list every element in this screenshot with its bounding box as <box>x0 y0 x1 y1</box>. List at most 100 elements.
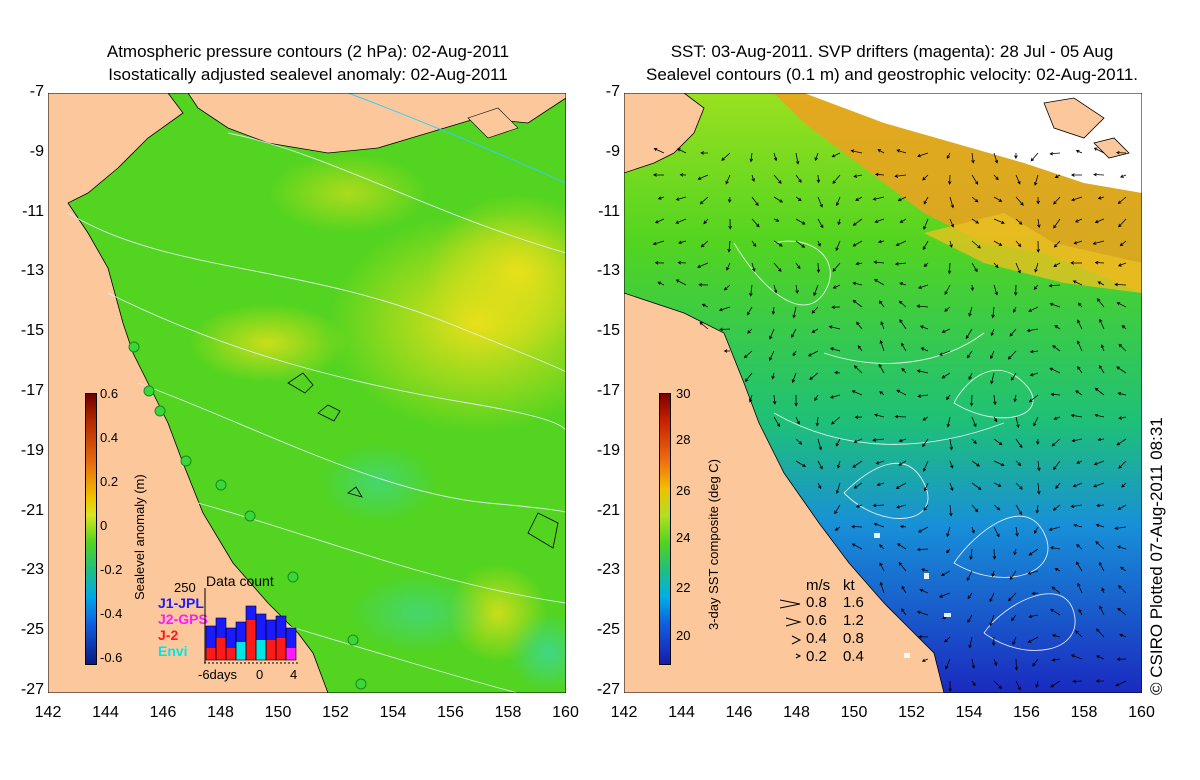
legend-row-kt: 0.4 <box>843 648 864 665</box>
velocity-arrow <box>700 240 709 248</box>
lon-tick-label: 144 <box>92 704 119 721</box>
velocity-arrow <box>1048 526 1061 531</box>
velocity-arrow <box>1114 526 1127 530</box>
velocity-arrow <box>1070 654 1083 660</box>
velocity-arrow <box>971 240 981 249</box>
velocity-arrow <box>701 303 709 308</box>
velocity-arrow <box>1076 561 1083 572</box>
velocity-arrow <box>727 196 732 204</box>
velocity-arrow <box>1028 306 1039 312</box>
velocity-arrow <box>990 372 995 385</box>
velocity-arrow <box>1036 196 1040 205</box>
velocity-arrow <box>1121 482 1127 488</box>
velocity-arrow <box>922 174 929 181</box>
lon-tick-label: 148 <box>207 704 234 721</box>
velocity-arrow <box>949 196 954 209</box>
velocity-arrow <box>1050 608 1061 616</box>
left-cb-tick: -0.4 <box>100 606 123 621</box>
velocity-arrow <box>1100 344 1105 352</box>
velocity-arrow <box>853 174 863 178</box>
velocity-arrow <box>993 526 1000 538</box>
velocity-arrow <box>795 416 800 425</box>
velocity-arrow <box>1034 174 1039 186</box>
velocity-arrow <box>699 321 709 330</box>
velocity-arrow <box>1099 605 1105 616</box>
velocity-arrow <box>855 504 863 508</box>
velocity-arrow <box>989 614 995 627</box>
velocity-arrow <box>1052 345 1061 352</box>
velocity-arrow <box>1050 680 1061 688</box>
velocity-arrow <box>835 240 841 252</box>
velocity-arrow <box>697 262 709 268</box>
velocity-arrow <box>894 262 907 266</box>
velocity-arrow <box>1029 349 1039 354</box>
velocity-arrow <box>873 260 885 265</box>
lat-tick-label: -23 <box>596 561 620 579</box>
velocity-arrow <box>747 328 753 334</box>
velocity-arrow <box>811 306 819 314</box>
legend-envi: Envi <box>158 643 188 659</box>
velocity-arrow <box>1015 416 1020 429</box>
velocity-arrow <box>1117 607 1127 616</box>
velocity-arrow <box>1037 482 1041 495</box>
velocity-arrow <box>949 438 954 451</box>
velocity-arrow <box>921 658 929 662</box>
velocity-arrow <box>901 608 907 616</box>
velocity-arrow <box>814 394 819 402</box>
velocity-arrow <box>1077 319 1083 330</box>
lon-tick-label: 148 <box>783 704 810 721</box>
velocity-arrow <box>969 394 974 407</box>
lat-tick-label: -7 <box>605 83 620 100</box>
right-cb-tick: 30 <box>676 386 691 401</box>
velocity-arrow <box>879 562 885 572</box>
velocity-arrow <box>922 240 929 251</box>
velocity-arrow <box>852 281 863 286</box>
hist-xtick: -6days <box>198 667 238 682</box>
velocity-arrow <box>1054 568 1061 572</box>
velocity-arrow <box>817 196 823 208</box>
velocity-arrow <box>832 174 841 185</box>
velocity-arrow <box>901 585 907 594</box>
velocity-arrow <box>922 438 929 448</box>
velocity-arrow <box>1071 196 1083 202</box>
velocity-arrow <box>851 524 863 529</box>
velocity-arrow <box>990 350 995 360</box>
velocity-arrow <box>899 218 907 223</box>
velocity-arrow <box>836 460 841 469</box>
velocity-arrow <box>1115 680 1127 687</box>
velocity-arrow <box>718 306 731 312</box>
lon-tick-label: 154 <box>379 704 407 721</box>
velocity-arrow <box>1054 325 1061 330</box>
velocity-arrow <box>898 438 907 443</box>
velocity-arrow <box>1049 546 1061 550</box>
velocity-arrow <box>1053 262 1061 267</box>
velocity-arrow <box>993 284 998 296</box>
velocity-arrow <box>949 504 953 517</box>
velocity-arrow <box>855 196 863 201</box>
legend-row-ms: 0.8 <box>806 594 827 611</box>
velocity-arrow <box>1116 366 1127 374</box>
legend-header-kt: kt <box>843 577 855 594</box>
velocity-arrow <box>879 300 885 308</box>
velocity-arrow <box>1029 372 1039 377</box>
velocity-arrow <box>1120 174 1127 178</box>
velocity-arrow <box>939 350 951 356</box>
velocity-arrow <box>1072 679 1083 684</box>
velocity-arrow <box>947 174 952 185</box>
velocity-arrow <box>916 304 929 309</box>
velocity-arrow <box>1077 302 1083 308</box>
lon-tick-label: 160 <box>552 704 579 721</box>
data-count-max: 250 <box>174 580 196 595</box>
velocity-arrow <box>1009 328 1017 337</box>
velocity-arrow <box>901 367 907 374</box>
velocity-arrow <box>1015 460 1022 466</box>
velocity-arrow <box>898 460 907 466</box>
right-cb-tick: 22 <box>676 580 691 595</box>
velocity-arrow <box>971 526 975 534</box>
velocity-arrow <box>993 658 998 667</box>
velocity-arrow <box>769 328 775 340</box>
velocity-arrow <box>1051 658 1061 662</box>
velocity-arrow <box>1095 679 1105 683</box>
left-cb-tick: 0.4 <box>100 430 119 445</box>
velocity-arrow <box>993 174 999 181</box>
